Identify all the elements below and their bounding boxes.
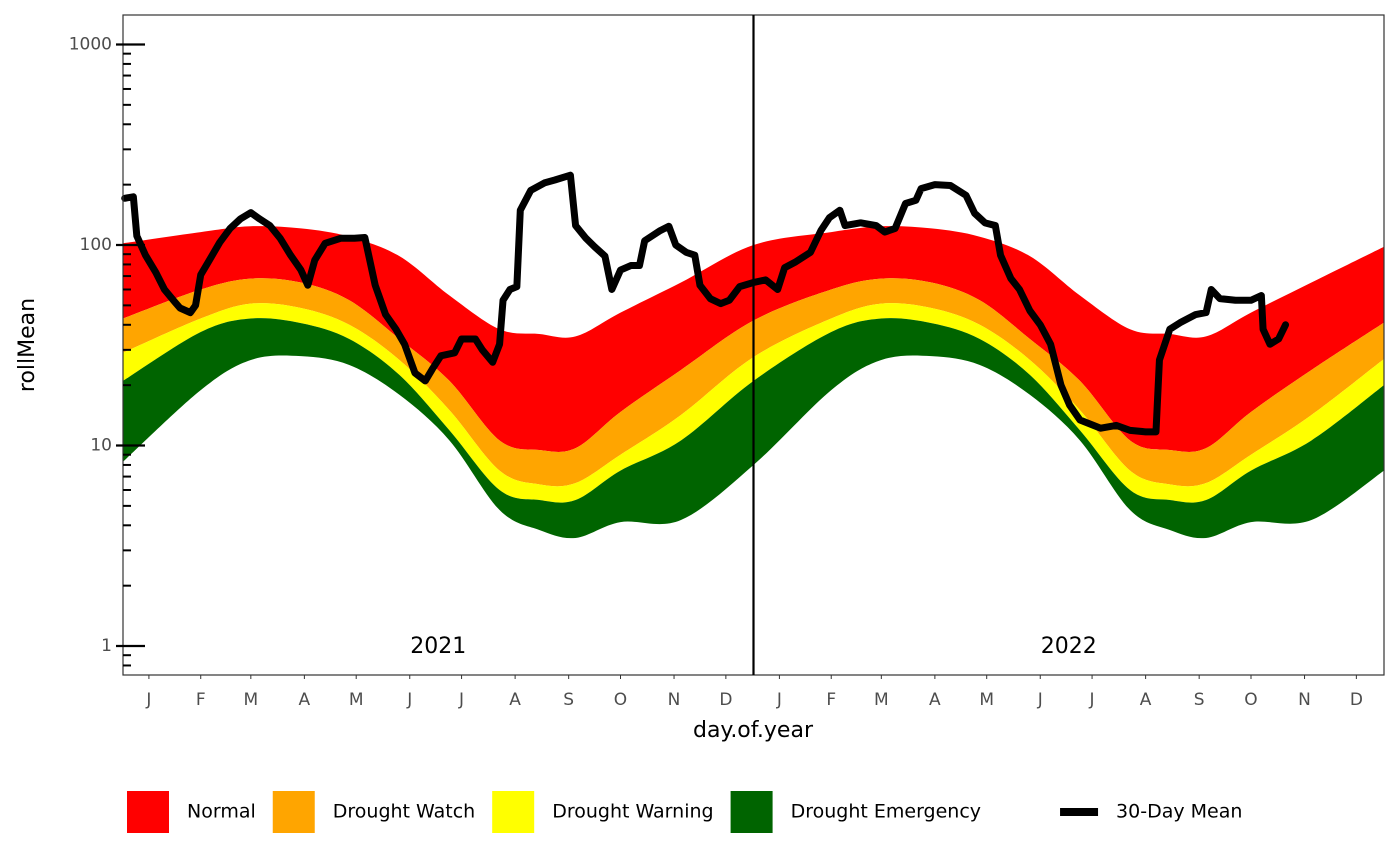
y-tick-label: 1000 xyxy=(69,34,112,54)
legend: Normal Drought Watch Drought Warning Drough… xyxy=(127,791,1242,833)
x-tick-label: M xyxy=(874,690,889,710)
x-tick-label: O xyxy=(1244,690,1257,710)
facet-label: 2021 xyxy=(410,634,466,659)
x-tick-label: D xyxy=(1350,690,1363,710)
legend-label: 30-Day Mean xyxy=(1116,801,1242,823)
x-tick-label: A xyxy=(299,690,311,710)
y-tick-label: 1 xyxy=(101,636,112,656)
legend-label: Drought Warning xyxy=(552,801,713,823)
band-area xyxy=(123,278,1384,487)
legend-swatch xyxy=(730,791,773,833)
x-tick-label: N xyxy=(1298,690,1311,710)
legend-label: Drought Emergency xyxy=(791,801,981,823)
legend-label: Drought Watch xyxy=(333,801,475,823)
facet-label: 2022 xyxy=(1041,634,1097,659)
legend-label: Normal xyxy=(187,801,256,823)
x-tick-label: M xyxy=(349,690,364,710)
x-tick-label: A xyxy=(929,690,941,710)
x-tick-label: F xyxy=(826,690,836,710)
x-tick-label: O xyxy=(614,690,627,710)
x-tick-label: M xyxy=(243,690,258,710)
x-tick-label: J xyxy=(145,690,151,710)
y-tick-label: 100 xyxy=(80,235,112,255)
x-tick-label: A xyxy=(1140,690,1152,710)
x-tick-label: J xyxy=(458,690,464,710)
x-tick-label: J xyxy=(1089,690,1095,710)
x-tick-label: J xyxy=(1037,690,1043,710)
x-tick-label: M xyxy=(979,690,994,710)
y-tick-label: 10 xyxy=(90,436,112,456)
legend-swatch xyxy=(127,791,169,833)
x-tick-label: S xyxy=(563,690,574,710)
x-tick-label: A xyxy=(509,690,521,710)
x-tick-label: D xyxy=(719,690,732,710)
x-tick-label: N xyxy=(668,690,681,710)
legend-swatch xyxy=(272,791,315,833)
x-tick-label: J xyxy=(776,690,782,710)
mean-line xyxy=(121,171,1290,436)
x-tick-label: J xyxy=(406,690,412,710)
y-axis-title: rollMean xyxy=(15,298,40,392)
x-tick-label: F xyxy=(196,690,206,710)
x-axis-title: day.of.year xyxy=(693,718,814,743)
legend-swatch xyxy=(492,791,535,833)
x-tick-label: S xyxy=(1194,690,1205,710)
